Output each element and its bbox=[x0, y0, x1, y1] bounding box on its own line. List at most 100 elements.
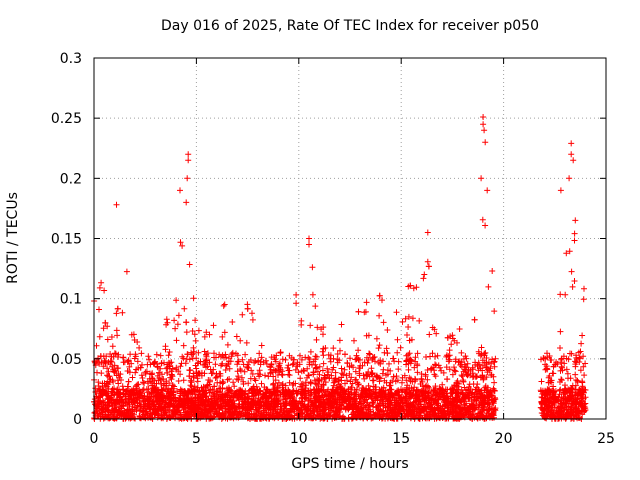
roti-point bbox=[114, 386, 121, 393]
roti-point bbox=[195, 370, 202, 377]
roti-point bbox=[251, 359, 258, 366]
roti-point bbox=[482, 222, 489, 229]
roti-point bbox=[349, 380, 356, 387]
roti-point bbox=[306, 235, 312, 242]
roti-point bbox=[477, 409, 484, 416]
roti-point bbox=[365, 402, 372, 409]
roti-point bbox=[427, 353, 433, 360]
roti-point bbox=[112, 399, 119, 406]
roti-point bbox=[305, 354, 312, 361]
roti-point bbox=[557, 400, 564, 407]
roti-point bbox=[464, 360, 471, 367]
roti-point bbox=[550, 370, 557, 377]
roti-point bbox=[451, 367, 458, 374]
roti-point bbox=[361, 359, 368, 366]
roti-point bbox=[332, 388, 339, 395]
roti-point bbox=[566, 248, 573, 255]
roti-point bbox=[200, 387, 207, 394]
roti-point bbox=[566, 175, 573, 182]
roti-point bbox=[99, 384, 106, 390]
roti-point bbox=[226, 397, 233, 403]
roti-point bbox=[134, 394, 141, 401]
roti-point bbox=[458, 372, 465, 379]
roti-point bbox=[581, 405, 588, 412]
roti-point bbox=[186, 373, 193, 380]
roti-point bbox=[204, 410, 211, 417]
roti-point bbox=[542, 407, 549, 414]
roti-point bbox=[480, 404, 487, 411]
roti-point bbox=[166, 393, 172, 400]
roti-point bbox=[419, 392, 426, 399]
roti-point bbox=[250, 414, 256, 421]
roti-point bbox=[571, 278, 578, 284]
roti-point bbox=[385, 400, 392, 407]
roti-point bbox=[282, 356, 289, 363]
roti-point bbox=[204, 401, 211, 408]
roti-point bbox=[263, 401, 270, 408]
roti-point bbox=[345, 386, 352, 393]
roti-point bbox=[177, 187, 183, 194]
roti-point bbox=[568, 151, 575, 158]
roti-point bbox=[114, 305, 121, 312]
roti-point bbox=[450, 413, 457, 420]
roti-point bbox=[232, 390, 239, 396]
roti-point bbox=[316, 371, 323, 378]
roti-point bbox=[376, 414, 383, 421]
points-layer bbox=[91, 114, 589, 422]
roti-point bbox=[173, 297, 180, 304]
roti-point bbox=[297, 400, 304, 407]
roti-point bbox=[126, 391, 133, 398]
roti-point bbox=[364, 354, 370, 361]
roti-point bbox=[180, 355, 187, 362]
roti-point bbox=[116, 390, 123, 397]
roti-point bbox=[384, 327, 391, 333]
roti-point bbox=[173, 337, 180, 344]
chart-title: Day 016 of 2025, Rate Of TEC Index for r… bbox=[161, 18, 539, 34]
roti-point bbox=[278, 371, 285, 378]
roti-point bbox=[438, 412, 445, 419]
roti-point bbox=[317, 401, 324, 407]
roti-point bbox=[241, 368, 248, 375]
roti-point bbox=[380, 358, 387, 365]
roti-point bbox=[440, 369, 447, 376]
roti-point bbox=[433, 362, 440, 369]
roti-point bbox=[410, 387, 417, 393]
roti-point bbox=[270, 380, 277, 387]
roti-point bbox=[462, 404, 469, 411]
roti-point bbox=[372, 389, 379, 396]
roti-point bbox=[285, 362, 292, 369]
roti-point bbox=[441, 408, 448, 415]
roti-point bbox=[296, 361, 303, 368]
roti-point bbox=[213, 354, 219, 361]
roti-point bbox=[211, 391, 218, 398]
roti-point bbox=[193, 355, 200, 362]
roti-point bbox=[175, 397, 182, 404]
roti-point bbox=[190, 387, 197, 394]
roti-point bbox=[313, 336, 320, 343]
roti-point bbox=[567, 393, 574, 400]
roti-point bbox=[300, 390, 307, 397]
roti-point bbox=[144, 361, 151, 368]
roti-point bbox=[149, 414, 156, 421]
roti-point bbox=[538, 378, 545, 385]
roti-point bbox=[351, 337, 357, 344]
x-tick-label: 5 bbox=[192, 431, 201, 447]
roti-point bbox=[98, 370, 105, 377]
roti-point bbox=[290, 399, 297, 406]
roti-point bbox=[337, 347, 343, 354]
roti-point bbox=[544, 386, 551, 393]
roti-point bbox=[431, 387, 438, 394]
roti-point bbox=[313, 393, 320, 400]
roti-point bbox=[337, 385, 344, 392]
roti-point bbox=[369, 370, 376, 376]
roti-point bbox=[312, 353, 319, 360]
roti-point bbox=[355, 381, 362, 388]
roti-point bbox=[124, 406, 131, 413]
roti-point bbox=[392, 390, 399, 397]
roti-point bbox=[175, 368, 182, 375]
roti-point bbox=[128, 360, 135, 367]
roti-point bbox=[405, 324, 412, 330]
roti-point bbox=[222, 351, 229, 358]
roti-point bbox=[324, 365, 331, 372]
